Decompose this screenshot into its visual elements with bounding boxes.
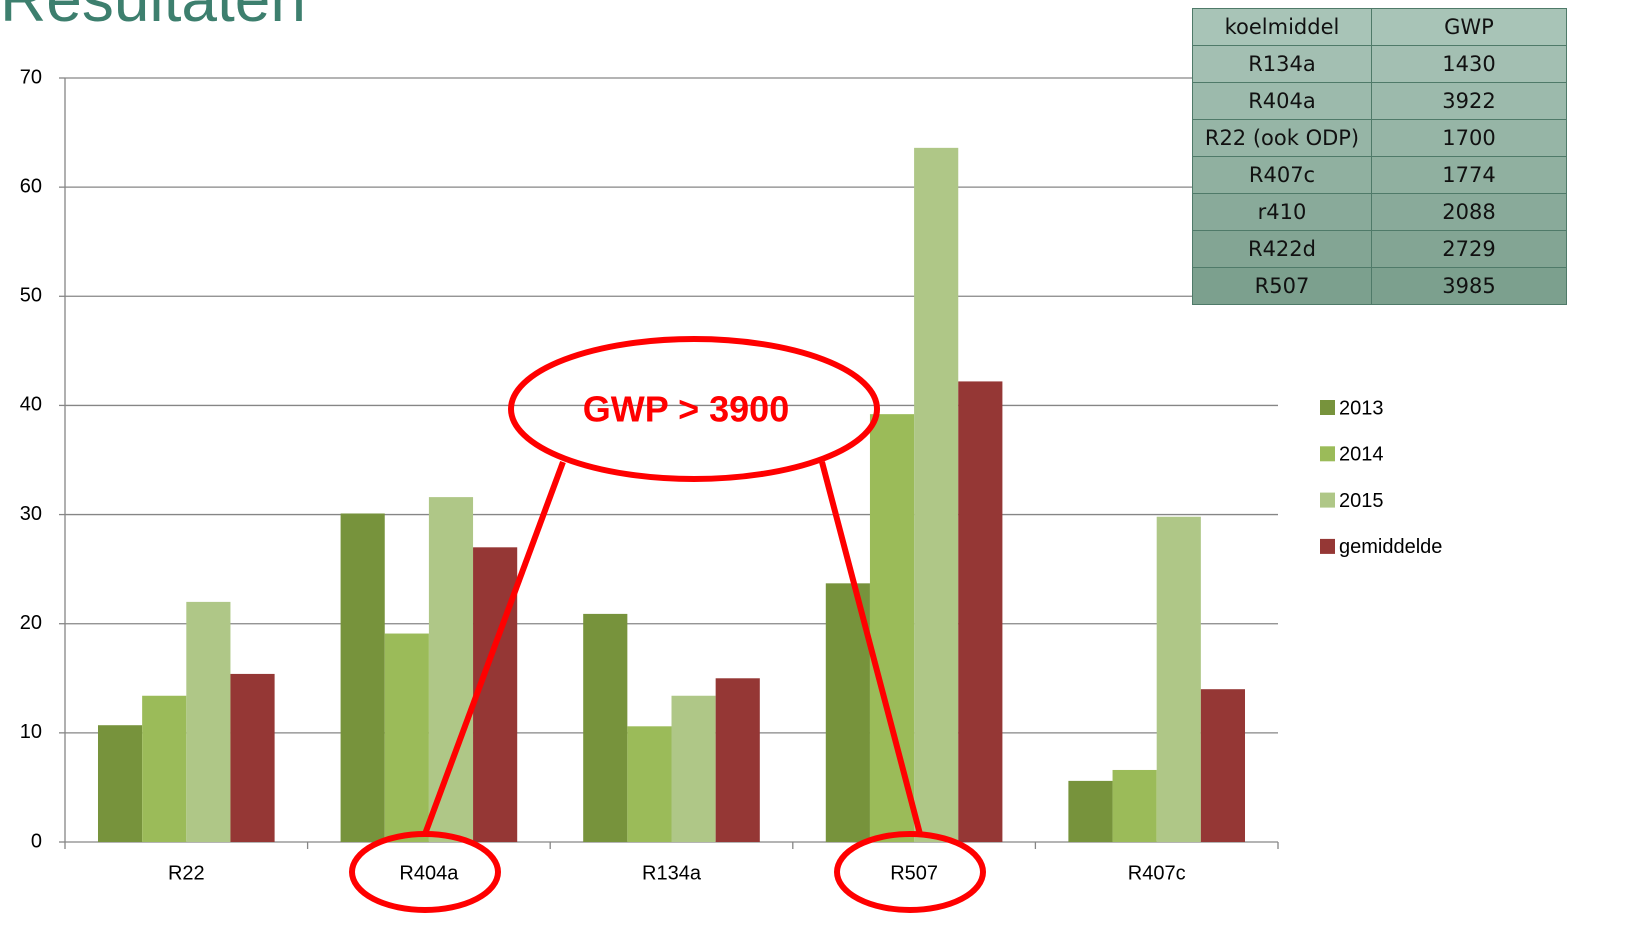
- y-tick-label: 0: [31, 830, 42, 852]
- y-tick-label: 50: [20, 285, 42, 307]
- table-row: koelmiddel GWP: [1192, 8, 1567, 46]
- legend-label: 2015: [1339, 490, 1384, 512]
- table-cell: R404a: [1192, 82, 1372, 120]
- bar: [1112, 769, 1157, 842]
- table-cell: R134a: [1192, 45, 1372, 83]
- table-row: R404a 3922: [1192, 82, 1567, 120]
- table-cell: 2088: [1371, 193, 1567, 231]
- bar: [142, 695, 187, 842]
- bar: [340, 513, 385, 842]
- table-cell: 3922: [1371, 82, 1567, 120]
- annotation: [349, 336, 986, 913]
- table-row: R507 3985: [1192, 267, 1567, 305]
- table-cell: R22 (ook ODP): [1192, 119, 1372, 157]
- legend-label: 2014: [1339, 444, 1384, 466]
- table-cell: R407c: [1192, 156, 1372, 194]
- bar: [914, 147, 959, 842]
- bar: [869, 414, 915, 842]
- table-cell: R507: [1192, 267, 1372, 305]
- legend-swatch: [1320, 492, 1335, 508]
- table-row: R134a 1430: [1192, 45, 1567, 83]
- bar: [428, 497, 474, 842]
- table-row: R422d 2729: [1192, 230, 1567, 268]
- x-tick-label: R507: [890, 862, 938, 884]
- gwp-table: koelmiddel GWP R134a 1430 R404a 3922 R22 (ook …: [1192, 8, 1567, 305]
- bar: [230, 673, 275, 842]
- table-cell: R422d: [1192, 230, 1372, 268]
- bar: [1156, 516, 1201, 842]
- table-cell: GWP: [1371, 8, 1567, 46]
- y-tick-label: 70: [20, 66, 42, 88]
- bar: [671, 695, 716, 842]
- y-tick-label: 40: [20, 394, 42, 416]
- annotation-line: [422, 460, 566, 836]
- legend-label: 2013: [1339, 397, 1384, 419]
- legend-swatch: [1320, 446, 1335, 462]
- table-cell: 1430: [1371, 45, 1567, 83]
- y-tick-label: 30: [20, 503, 42, 525]
- plot: 0 10 20 30 40 50 60 70 R22 R404a R134a R507 R407c 201…: [20, 66, 1443, 884]
- x-tick-label: R404a: [399, 862, 459, 884]
- annotation-ellipse: [834, 831, 986, 913]
- table-cell: 2729: [1371, 230, 1567, 268]
- y-tick-label: 20: [20, 612, 42, 634]
- bar: [1068, 780, 1113, 842]
- bar: [583, 613, 628, 842]
- legend-swatch: [1320, 400, 1335, 415]
- chart-title: Resultaten: [0, 0, 306, 35]
- bar: [473, 547, 518, 842]
- y-tick-label: 10: [20, 721, 42, 743]
- x-tick-label: R134a: [642, 862, 702, 884]
- annotation-text: GWP > 3900: [583, 389, 789, 430]
- table-row: R407c 1774: [1192, 156, 1567, 194]
- x-tick-label: R407c: [1128, 862, 1186, 884]
- legend-swatch: [1320, 538, 1335, 554]
- y-tick-label: 60: [20, 175, 42, 197]
- legend-label: gemiddelde: [1339, 536, 1442, 558]
- table-cell: 1700: [1371, 119, 1567, 157]
- bar: [627, 726, 672, 842]
- bar: [715, 678, 760, 842]
- table-row: R22 (ook ODP) 1700: [1192, 119, 1567, 157]
- annotation-line: [819, 461, 923, 835]
- table-cell: 1774: [1371, 156, 1567, 194]
- table-cell: koelmiddel: [1192, 8, 1372, 46]
- bar: [958, 381, 1003, 842]
- bar: [384, 633, 429, 842]
- x-tick-label: R22: [168, 862, 205, 884]
- bar: [186, 601, 231, 842]
- bar: [1200, 689, 1246, 842]
- bar: [97, 725, 143, 842]
- table-cell: r410: [1192, 193, 1372, 231]
- table-cell: 3985: [1371, 267, 1567, 305]
- table-row: r410 2088: [1192, 193, 1567, 231]
- annotation-ellipse: [508, 336, 880, 482]
